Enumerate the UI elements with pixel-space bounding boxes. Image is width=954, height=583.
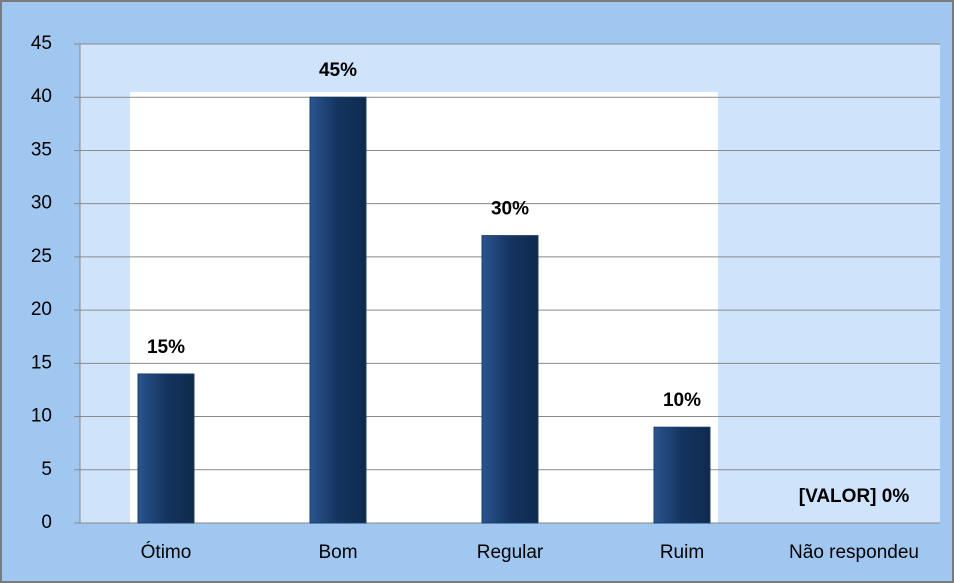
x-tick-label: Não respondeu [789, 542, 919, 563]
y-tick-label: 5 [41, 459, 52, 480]
bar [137, 373, 195, 524]
x-tick-label: Ótimo [141, 541, 192, 563]
value-label: 10% [663, 390, 701, 411]
x-tick-label: Regular [477, 542, 544, 563]
bar [653, 426, 711, 524]
y-tick-label: 10 [31, 406, 52, 427]
y-tick-label: 45 [31, 33, 52, 54]
bar [309, 96, 367, 524]
value-label: 30% [491, 199, 529, 220]
y-tick-label: 40 [31, 86, 52, 107]
value-label: 15% [147, 337, 185, 358]
y-tick-label: 20 [31, 299, 52, 320]
plot-panel [130, 92, 718, 523]
y-tick-label: 30 [31, 193, 52, 214]
value-label: 45% [319, 60, 357, 81]
x-tick-label: Ruim [660, 542, 704, 563]
y-tick-label: 25 [31, 246, 52, 267]
y-tick-label: 35 [31, 139, 52, 160]
value-label: [VALOR] 0% [799, 486, 910, 507]
bar [481, 235, 539, 524]
x-tick-label: Bom [318, 542, 357, 563]
y-tick-label: 15 [31, 352, 52, 373]
y-tick-label: 0 [41, 512, 52, 533]
